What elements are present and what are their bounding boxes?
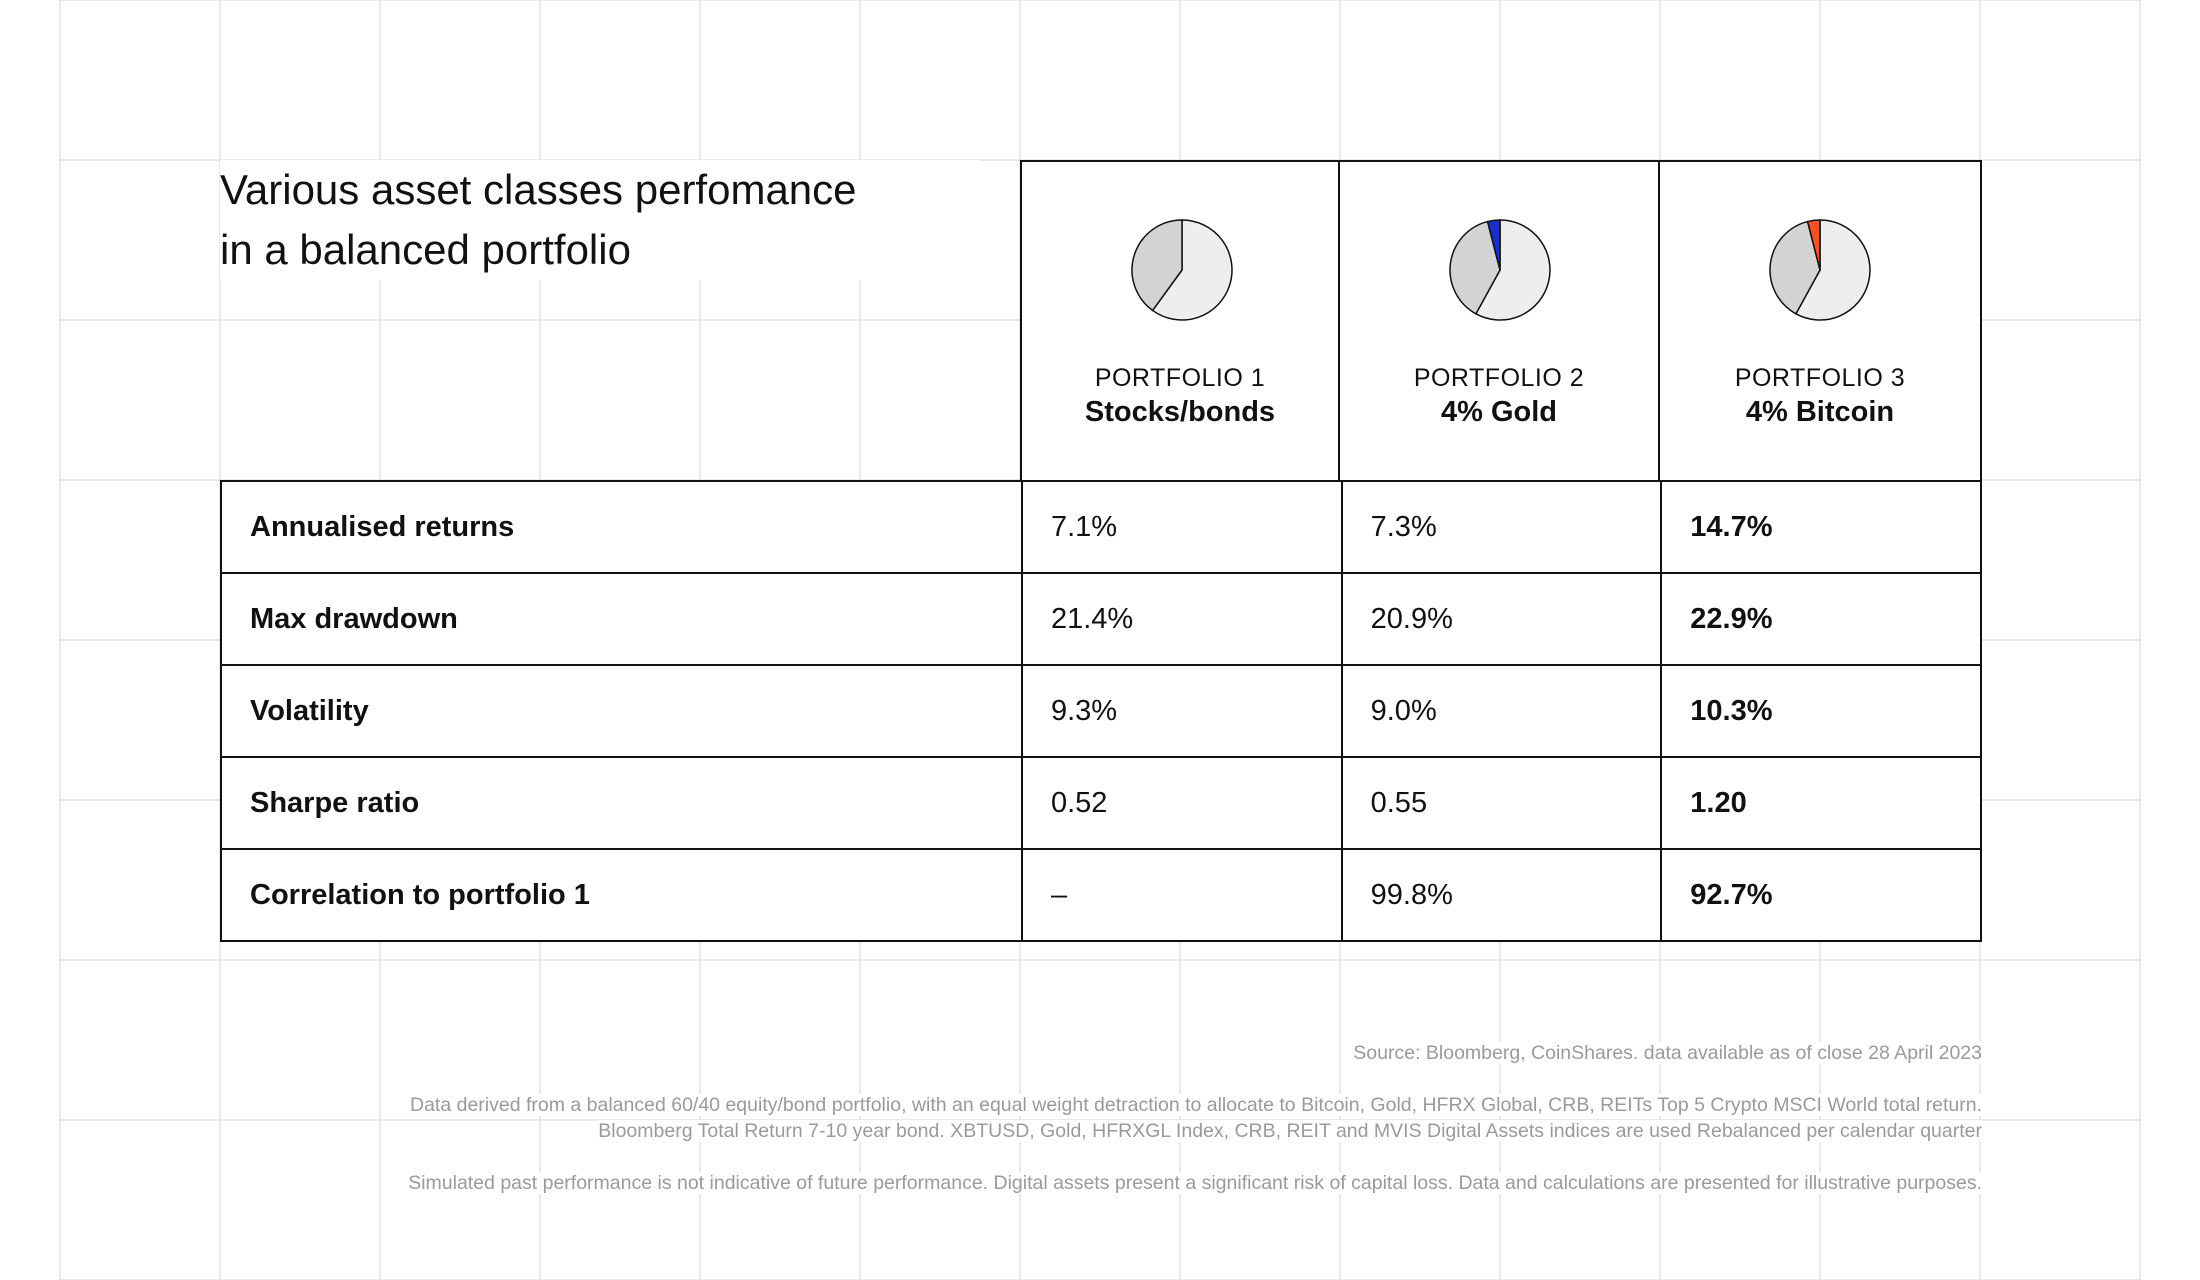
table-row: Max drawdown 21.4% 20.9% 22.9% bbox=[220, 572, 1982, 666]
table-row: Sharpe ratio 0.52 0.55 1.20 bbox=[220, 756, 1982, 850]
disclaimer-text: Simulated past performance is not indica… bbox=[408, 1172, 1982, 1194]
portfolio-1-name: Stocks/bonds bbox=[1084, 396, 1276, 428]
title-line-2: in a balanced portfolio bbox=[220, 226, 631, 273]
methodology-note: Data derived from a balanced 60/40 equit… bbox=[250, 1092, 1982, 1144]
portfolio-2-label: PORTFOLIO 2 bbox=[1413, 364, 1585, 392]
portfolio-3-value: 10.3% bbox=[1660, 664, 1982, 758]
portfolio-1-value: – bbox=[1020, 848, 1343, 942]
portfolio-1-header: PORTFOLIO 1 Stocks/bonds bbox=[1020, 160, 1340, 480]
methodology-line-1: Data derived from a balanced 60/40 equit… bbox=[410, 1094, 1982, 1116]
source-text: Source: Bloomberg, CoinShares. data avai… bbox=[1353, 1042, 1982, 1064]
pie-slice-gold bbox=[1486, 219, 1501, 271]
metric-label: Volatility bbox=[220, 664, 1023, 758]
pie-slice-bitcoin bbox=[1806, 219, 1821, 271]
portfolio-3-value: 1.20 bbox=[1660, 756, 1982, 850]
metric-label: Max drawdown bbox=[220, 572, 1023, 666]
table-row: Annualised returns 7.1% 7.3% 14.7% bbox=[220, 480, 1982, 574]
portfolio-2-value: 9.0% bbox=[1340, 664, 1663, 758]
portfolio-1-value: 7.1% bbox=[1020, 480, 1343, 574]
performance-table: Annualised returns 7.1% 7.3% 14.7% Max d… bbox=[220, 480, 1982, 942]
portfolio-2-value: 0.55 bbox=[1340, 756, 1663, 850]
disclaimer-note: Simulated past performance is not indica… bbox=[250, 1170, 1982, 1196]
portfolio-2-value: 99.8% bbox=[1340, 848, 1663, 942]
methodology-line-2: Bloomberg Total Return 7-10 year bond. X… bbox=[598, 1120, 1982, 1142]
portfolio-2-header: PORTFOLIO 2 4% Gold bbox=[1340, 160, 1660, 480]
portfolio-2-pie-chart bbox=[1449, 219, 1551, 321]
pie-slice-bonds bbox=[1449, 220, 1501, 315]
portfolio-3-header: PORTFOLIO 3 4% Bitcoin bbox=[1660, 160, 1982, 480]
portfolio-3-name: 4% Bitcoin bbox=[1745, 396, 1895, 428]
metric-label: Annualised returns bbox=[220, 480, 1023, 574]
source-note: Source: Bloomberg, CoinShares. data avai… bbox=[250, 1040, 1982, 1066]
portfolio-3-value: 22.9% bbox=[1660, 572, 1982, 666]
title-line-1: Various asset classes perfomance bbox=[220, 166, 857, 213]
portfolio-1-value: 9.3% bbox=[1020, 664, 1343, 758]
pie-slice-stocks bbox=[1474, 219, 1551, 321]
portfolio-2-value: 7.3% bbox=[1340, 480, 1663, 574]
portfolio-1-label: PORTFOLIO 1 bbox=[1094, 364, 1266, 392]
table-row: Volatility 9.3% 9.0% 10.3% bbox=[220, 664, 1982, 758]
portfolio-3-value: 92.7% bbox=[1660, 848, 1982, 942]
pie-slice-stocks bbox=[1794, 219, 1871, 321]
metric-label: Correlation to portfolio 1 bbox=[220, 848, 1023, 942]
portfolio-2-name: 4% Gold bbox=[1440, 396, 1557, 428]
portfolio-1-pie-chart bbox=[1131, 219, 1233, 321]
portfolio-1-value: 21.4% bbox=[1020, 572, 1343, 666]
portfolio-3-pie-chart bbox=[1769, 219, 1871, 321]
portfolio-1-value: 0.52 bbox=[1020, 756, 1343, 850]
page-title: Various asset classes perfomance in a ba… bbox=[220, 160, 980, 280]
metric-label: Sharpe ratio bbox=[220, 756, 1023, 850]
portfolio-2-value: 20.9% bbox=[1340, 572, 1663, 666]
pie-slice-bonds bbox=[1769, 220, 1821, 315]
pie-slice-stocks bbox=[1151, 219, 1233, 321]
portfolio-3-value: 14.7% bbox=[1660, 480, 1982, 574]
portfolio-3-label: PORTFOLIO 3 bbox=[1734, 364, 1906, 392]
table-row: Correlation to portfolio 1 – 99.8% 92.7% bbox=[220, 848, 1982, 942]
pie-slice-bonds bbox=[1131, 219, 1183, 312]
